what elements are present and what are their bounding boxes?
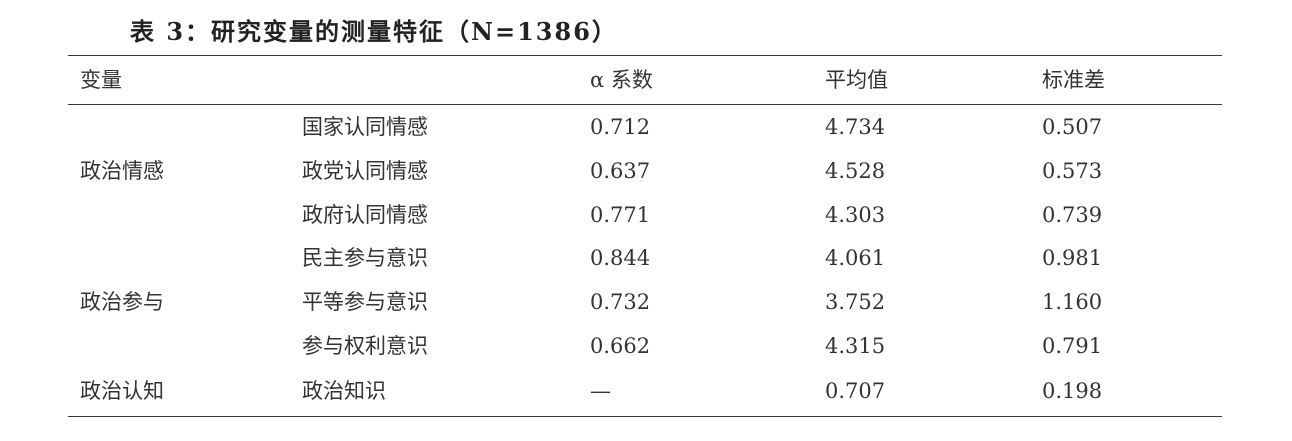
mean-cell: 4.303 (825, 203, 886, 227)
alpha-cell: 0.844 (590, 246, 651, 270)
group-cell: 政治情感 (80, 159, 164, 183)
top-rule (68, 55, 1222, 56)
item-cell: 政党认同情感 (302, 159, 428, 183)
item-cell: 参与权利意识 (302, 334, 428, 358)
mean-cell: 3.752 (825, 290, 886, 314)
mean-cell: 4.315 (825, 334, 886, 358)
sd-cell: 0.791 (1042, 334, 1103, 358)
alpha-cell: — (590, 379, 611, 403)
item-cell: 民主参与意识 (302, 246, 428, 270)
sd-cell: 1.160 (1042, 290, 1103, 314)
header-cell: 变量 (80, 68, 122, 92)
group-cell: 政治认知 (80, 379, 164, 403)
header-cell: 标准差 (1042, 68, 1105, 92)
item-cell: 政治知识 (302, 379, 386, 403)
header-cell: α 系数 (590, 68, 653, 92)
alpha-cell: 0.732 (590, 290, 651, 314)
mean-cell: 0.707 (825, 379, 886, 403)
bottom-rule (68, 416, 1222, 417)
item-cell: 平等参与意识 (302, 290, 428, 314)
header-cell: 平均值 (825, 68, 888, 92)
alpha-cell: 0.771 (590, 203, 651, 227)
sd-cell: 0.198 (1042, 379, 1103, 403)
sd-cell: 0.981 (1042, 246, 1103, 270)
sd-cell: 0.739 (1042, 203, 1103, 227)
item-cell: 国家认同情感 (302, 115, 428, 139)
table-title: 表 3：研究变量的测量特征（N=1386） (130, 17, 618, 46)
alpha-cell: 0.637 (590, 159, 651, 183)
alpha-cell: 0.662 (590, 334, 651, 358)
mean-cell: 4.734 (825, 115, 886, 139)
group-cell: 政治参与 (80, 290, 164, 314)
mean-cell: 4.061 (825, 246, 886, 270)
sd-cell: 0.507 (1042, 115, 1103, 139)
header-rule (68, 104, 1222, 105)
sd-cell: 0.573 (1042, 159, 1103, 183)
mean-cell: 4.528 (825, 159, 886, 183)
item-cell: 政府认同情感 (302, 203, 428, 227)
alpha-cell: 0.712 (590, 115, 651, 139)
